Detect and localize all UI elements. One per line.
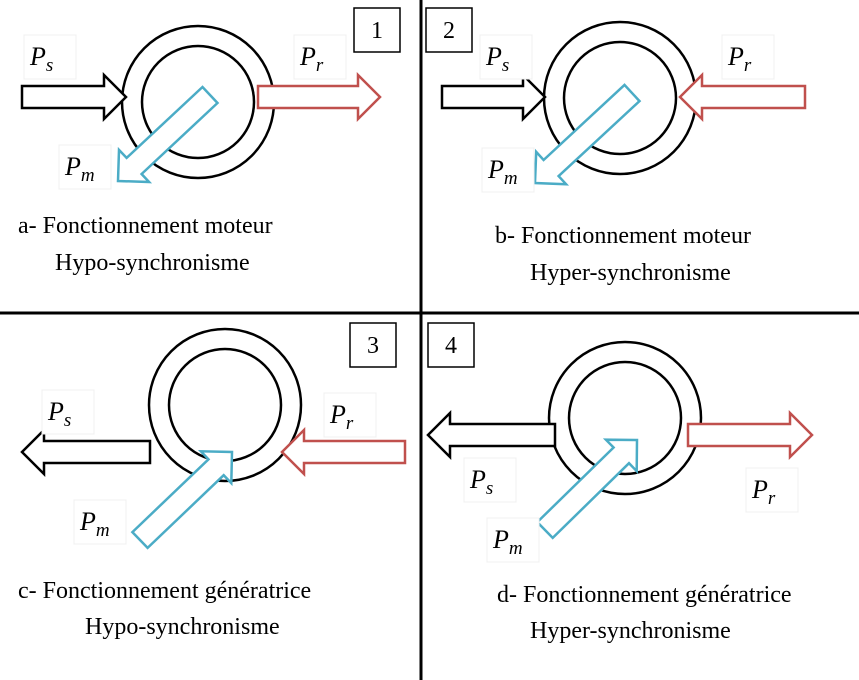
label-main: P bbox=[329, 400, 346, 429]
label-main: P bbox=[751, 475, 768, 504]
caption: d- Fonctionnement génératrice bbox=[497, 582, 792, 608]
power-label: Pm bbox=[487, 155, 518, 189]
arrow-pm bbox=[116, 85, 220, 184]
power-label: Pm bbox=[79, 507, 110, 541]
quadrant-number: 1 bbox=[371, 18, 383, 44]
quadrant-number: 3 bbox=[367, 333, 379, 359]
arrow-ps bbox=[20, 426, 152, 478]
arrow-ps bbox=[20, 71, 128, 123]
label-main: P bbox=[469, 465, 486, 494]
label-box bbox=[481, 147, 535, 193]
machine-inner bbox=[567, 360, 683, 476]
power-label: Pr bbox=[299, 42, 324, 76]
label-box bbox=[745, 467, 799, 513]
power-label: Ps bbox=[485, 42, 509, 76]
caption: Hypo-synchronisme bbox=[55, 250, 250, 276]
power-label: Pm bbox=[64, 152, 95, 186]
label-box bbox=[73, 499, 127, 545]
caption: b- Fonctionnement moteur bbox=[495, 223, 751, 249]
label-main: P bbox=[64, 152, 81, 181]
label-sub: r bbox=[768, 488, 776, 509]
label-box bbox=[41, 389, 95, 435]
label-box bbox=[323, 392, 377, 438]
quadrant-number: 4 bbox=[445, 333, 457, 359]
label-box bbox=[293, 34, 347, 80]
label-sub: m bbox=[96, 520, 110, 541]
arrow-pm bbox=[130, 449, 234, 550]
label-sub: m bbox=[509, 538, 523, 559]
quadrant-box bbox=[427, 322, 475, 368]
label-main: P bbox=[299, 42, 316, 71]
label-sub: m bbox=[504, 168, 518, 189]
label-box bbox=[463, 457, 517, 503]
label-box bbox=[486, 517, 540, 563]
power-label: Ps bbox=[469, 465, 493, 499]
label-main: P bbox=[492, 525, 509, 554]
label-sub: r bbox=[316, 55, 324, 76]
label-sub: s bbox=[502, 55, 509, 76]
quadrant-box bbox=[349, 322, 397, 368]
label-sub: s bbox=[46, 55, 53, 76]
caption: Hyper-synchronisme bbox=[530, 618, 731, 644]
label-sub: m bbox=[81, 165, 95, 186]
caption: Hypo-synchronisme bbox=[85, 614, 280, 640]
label-sub: r bbox=[744, 55, 752, 76]
quadrant-number: 2 bbox=[443, 18, 455, 44]
arrow-pr bbox=[678, 71, 807, 123]
power-label: Pm bbox=[492, 525, 523, 559]
quadrant-box bbox=[425, 7, 473, 53]
arrow-pm bbox=[533, 83, 642, 186]
label-box bbox=[23, 34, 77, 80]
caption: a- Fonctionnement moteur bbox=[18, 213, 273, 239]
label-sub: s bbox=[486, 478, 493, 499]
arrow-ps bbox=[426, 409, 557, 461]
label-sub: s bbox=[64, 410, 71, 431]
label-main: P bbox=[487, 155, 504, 184]
arrow-ps bbox=[440, 71, 547, 123]
label-main: P bbox=[47, 397, 64, 426]
power-label: Ps bbox=[29, 42, 53, 76]
label-box bbox=[721, 34, 775, 80]
arrow-pr bbox=[256, 71, 382, 123]
arrow-pm bbox=[535, 438, 639, 540]
caption: c- Fonctionnement génératrice bbox=[18, 578, 311, 604]
power-label: Pr bbox=[751, 475, 776, 509]
power-label: Pr bbox=[329, 400, 354, 434]
label-main: P bbox=[727, 42, 744, 71]
quadrant-box bbox=[353, 7, 401, 53]
label-main: P bbox=[485, 42, 502, 71]
arrow-pr bbox=[686, 409, 814, 461]
power-label: Ps bbox=[47, 397, 71, 431]
power-label: Pr bbox=[727, 42, 752, 76]
label-sub: r bbox=[346, 413, 354, 434]
caption: Hyper-synchronisme bbox=[530, 260, 731, 286]
machine-inner bbox=[167, 347, 283, 463]
arrow-pr bbox=[280, 426, 407, 478]
label-main: P bbox=[79, 507, 96, 536]
label-box bbox=[58, 144, 112, 190]
label-box bbox=[479, 34, 533, 80]
label-main: P bbox=[29, 42, 46, 71]
